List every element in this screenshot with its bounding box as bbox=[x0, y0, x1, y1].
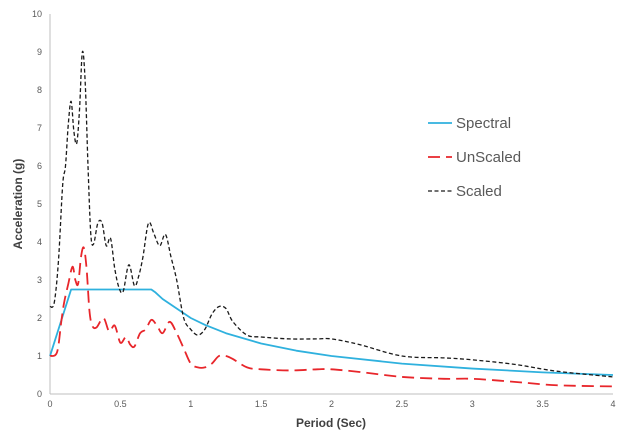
legend-label-unscaled: UnScaled bbox=[456, 149, 521, 166]
y-axis-title: Acceleration (g) bbox=[11, 159, 25, 250]
y-tick-label: 8 bbox=[37, 85, 42, 95]
legend: Spectral UnScaled Scaled bbox=[428, 115, 521, 200]
x-tick-label: 0.5 bbox=[114, 399, 127, 409]
x-tick-label: 2 bbox=[329, 399, 334, 409]
y-tick-label: 0 bbox=[37, 389, 42, 399]
x-tick-label: 3 bbox=[470, 399, 475, 409]
y-tick-label: 3 bbox=[37, 275, 42, 285]
legend-label-scaled: Scaled bbox=[456, 183, 502, 200]
x-tick-label: 0 bbox=[47, 399, 52, 409]
y-tick-label: 9 bbox=[37, 47, 42, 57]
y-tick-label: 1 bbox=[37, 351, 42, 361]
series-line-spectral bbox=[49, 288, 614, 376]
series-line-unscaled bbox=[49, 246, 614, 388]
plot-area bbox=[49, 14, 613, 395]
y-tick-label: 4 bbox=[37, 237, 42, 247]
y-tick-labels: 0 1 2 3 4 5 6 7 8 9 10 bbox=[32, 9, 42, 399]
x-tick-label: 4 bbox=[610, 399, 615, 409]
x-axis-title: Period (Sec) bbox=[296, 416, 366, 430]
x-tick-label: 1.5 bbox=[255, 399, 268, 409]
y-tick-label: 7 bbox=[37, 123, 42, 133]
y-tick-label: 5 bbox=[37, 199, 42, 209]
x-tick-label: 1 bbox=[188, 399, 193, 409]
series-line-scaled bbox=[49, 50, 614, 378]
x-tick-label: 2.5 bbox=[396, 399, 409, 409]
series-lines bbox=[49, 50, 614, 388]
x-tick-label: 3.5 bbox=[536, 399, 549, 409]
y-tick-label: 6 bbox=[37, 161, 42, 171]
y-tick-label: 2 bbox=[37, 313, 42, 323]
y-tick-label: 10 bbox=[32, 9, 42, 19]
x-tick-labels: 0 0.5 1 1.5 2 2.5 3 3.5 4 bbox=[47, 399, 615, 409]
legend-label-spectral: Spectral bbox=[456, 115, 511, 132]
